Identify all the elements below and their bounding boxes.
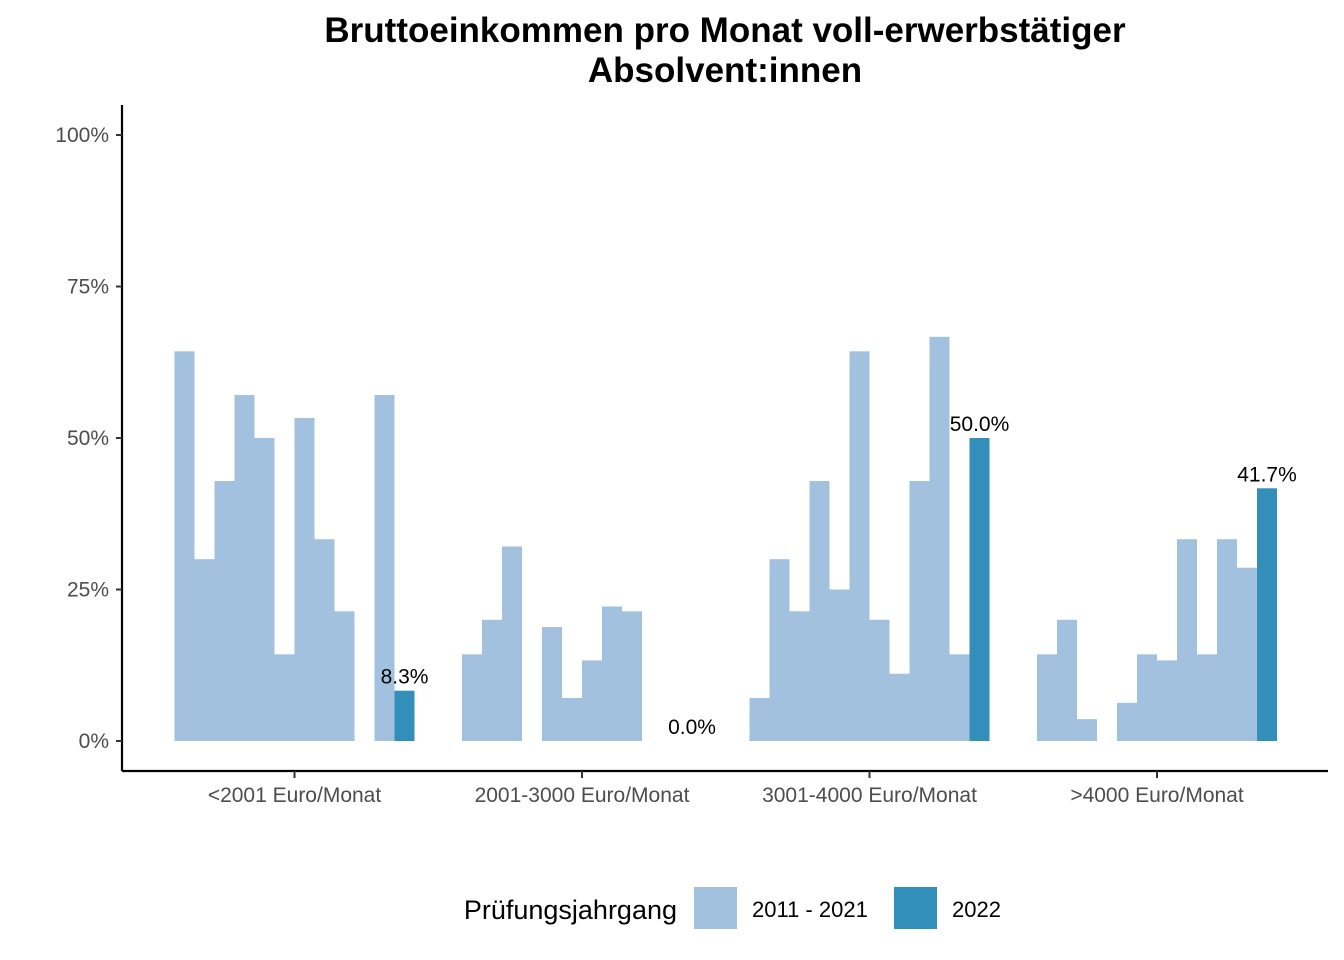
y-tick-label-0: 0% — [79, 730, 109, 753]
bar-2019-group-2 — [622, 611, 642, 741]
legend: Prüfungsjahrgang 2011 - 2021 2022 — [464, 887, 1001, 929]
bar-2014-group-3 — [809, 481, 830, 741]
y-tick-label-1: 25% — [67, 579, 109, 602]
bar-2011-group-2 — [462, 654, 482, 741]
bar-2019-group-4 — [1197, 654, 1217, 741]
bar-2016-group-2 — [562, 697, 582, 741]
bar-2021-group-1 — [374, 394, 395, 741]
bar-2017-group-3 — [869, 619, 890, 741]
bar-2013-group-1 — [214, 481, 235, 741]
y-tick-label-2: 50% — [67, 427, 109, 450]
bar-2021-group-3 — [949, 654, 970, 741]
x-tick-label-1: 2001-3000 Euro/Monat — [475, 784, 690, 807]
bar-2015-group-2 — [542, 627, 562, 741]
bar-2018-group-4 — [1177, 539, 1197, 741]
bar-2013-group-3 — [789, 611, 810, 741]
bar-2022-group-4 — [1257, 488, 1277, 741]
bar-2016-group-4 — [1137, 654, 1157, 741]
bar-2011-group-3 — [749, 697, 770, 741]
x-tick-label-3: >4000 Euro/Monat — [1070, 784, 1244, 807]
bar-2016-group-3 — [849, 351, 870, 741]
bar-2012-group-1 — [194, 559, 215, 741]
legend-title: Prüfungsjahrgang — [464, 895, 677, 925]
bar-2017-group-4 — [1157, 660, 1177, 741]
bar-2021-group-4 — [1237, 567, 1257, 741]
legend-key-2 — [894, 887, 937, 929]
legend-key-1 — [694, 887, 737, 929]
bar-2015-group-4 — [1117, 702, 1137, 741]
x-tick-label-0: <2001 Euro/Monat — [208, 784, 382, 807]
bar-2014-group-1 — [234, 394, 255, 741]
bar-2015-group-3 — [829, 589, 850, 741]
chart-title-line-1: Bruttoeinkommen pro Monat voll-erwerbstä… — [324, 11, 1126, 50]
data-label-2022-group-1: 8.3% — [381, 666, 429, 689]
legend-label-2: 2022 — [952, 897, 1001, 922]
chart-title: Bruttoeinkommen pro Monat voll-erwerbstä… — [324, 11, 1126, 90]
bar-2018-group-1 — [314, 539, 335, 741]
bar-2012-group-2 — [482, 619, 502, 741]
bars-layer — [174, 336, 1277, 741]
bar-2012-group-3 — [769, 559, 790, 741]
data-label-2022-group-3: 50.0% — [950, 413, 1010, 436]
y-tick-label-3: 75% — [67, 276, 109, 299]
bar-2013-group-4 — [1077, 719, 1097, 741]
legend-label-1: 2011 - 2021 — [752, 897, 868, 922]
bar-2015-group-1 — [254, 438, 275, 741]
chart-title-line-2: Absolvent:innen — [588, 51, 862, 90]
bar-2020-group-4 — [1217, 539, 1237, 741]
axes-layer: 0% 25% 50% 75% 100% <2001 Euro/Monat 2001-3000… — [55, 105, 1328, 807]
bar-2011-group-4 — [1037, 654, 1057, 741]
bar-2019-group-1 — [334, 611, 355, 741]
bar-2013-group-2 — [502, 546, 522, 741]
bar-2022-group-3 — [969, 438, 990, 741]
bar-2011-group-1 — [174, 351, 195, 741]
bar-2017-group-2 — [582, 660, 602, 741]
y-tick-label-4: 100% — [55, 124, 109, 147]
data-labels-layer: 8.3% 0.0% 50.0% 41.7% — [381, 413, 1297, 739]
data-label-2022-group-2: 0.0% — [668, 716, 716, 739]
data-label-2022-group-4: 41.7% — [1237, 463, 1297, 486]
bar-2020-group-3 — [929, 336, 950, 741]
bar-2012-group-4 — [1057, 619, 1077, 741]
bar-2016-group-1 — [274, 654, 295, 741]
bar-2017-group-1 — [294, 418, 315, 741]
bar-2022-group-1 — [394, 690, 415, 741]
bar-2018-group-2 — [602, 606, 622, 741]
bar-2018-group-3 — [889, 673, 910, 741]
bar-2019-group-3 — [909, 481, 930, 741]
x-tick-label-2: 3001-4000 Euro/Monat — [762, 784, 977, 807]
